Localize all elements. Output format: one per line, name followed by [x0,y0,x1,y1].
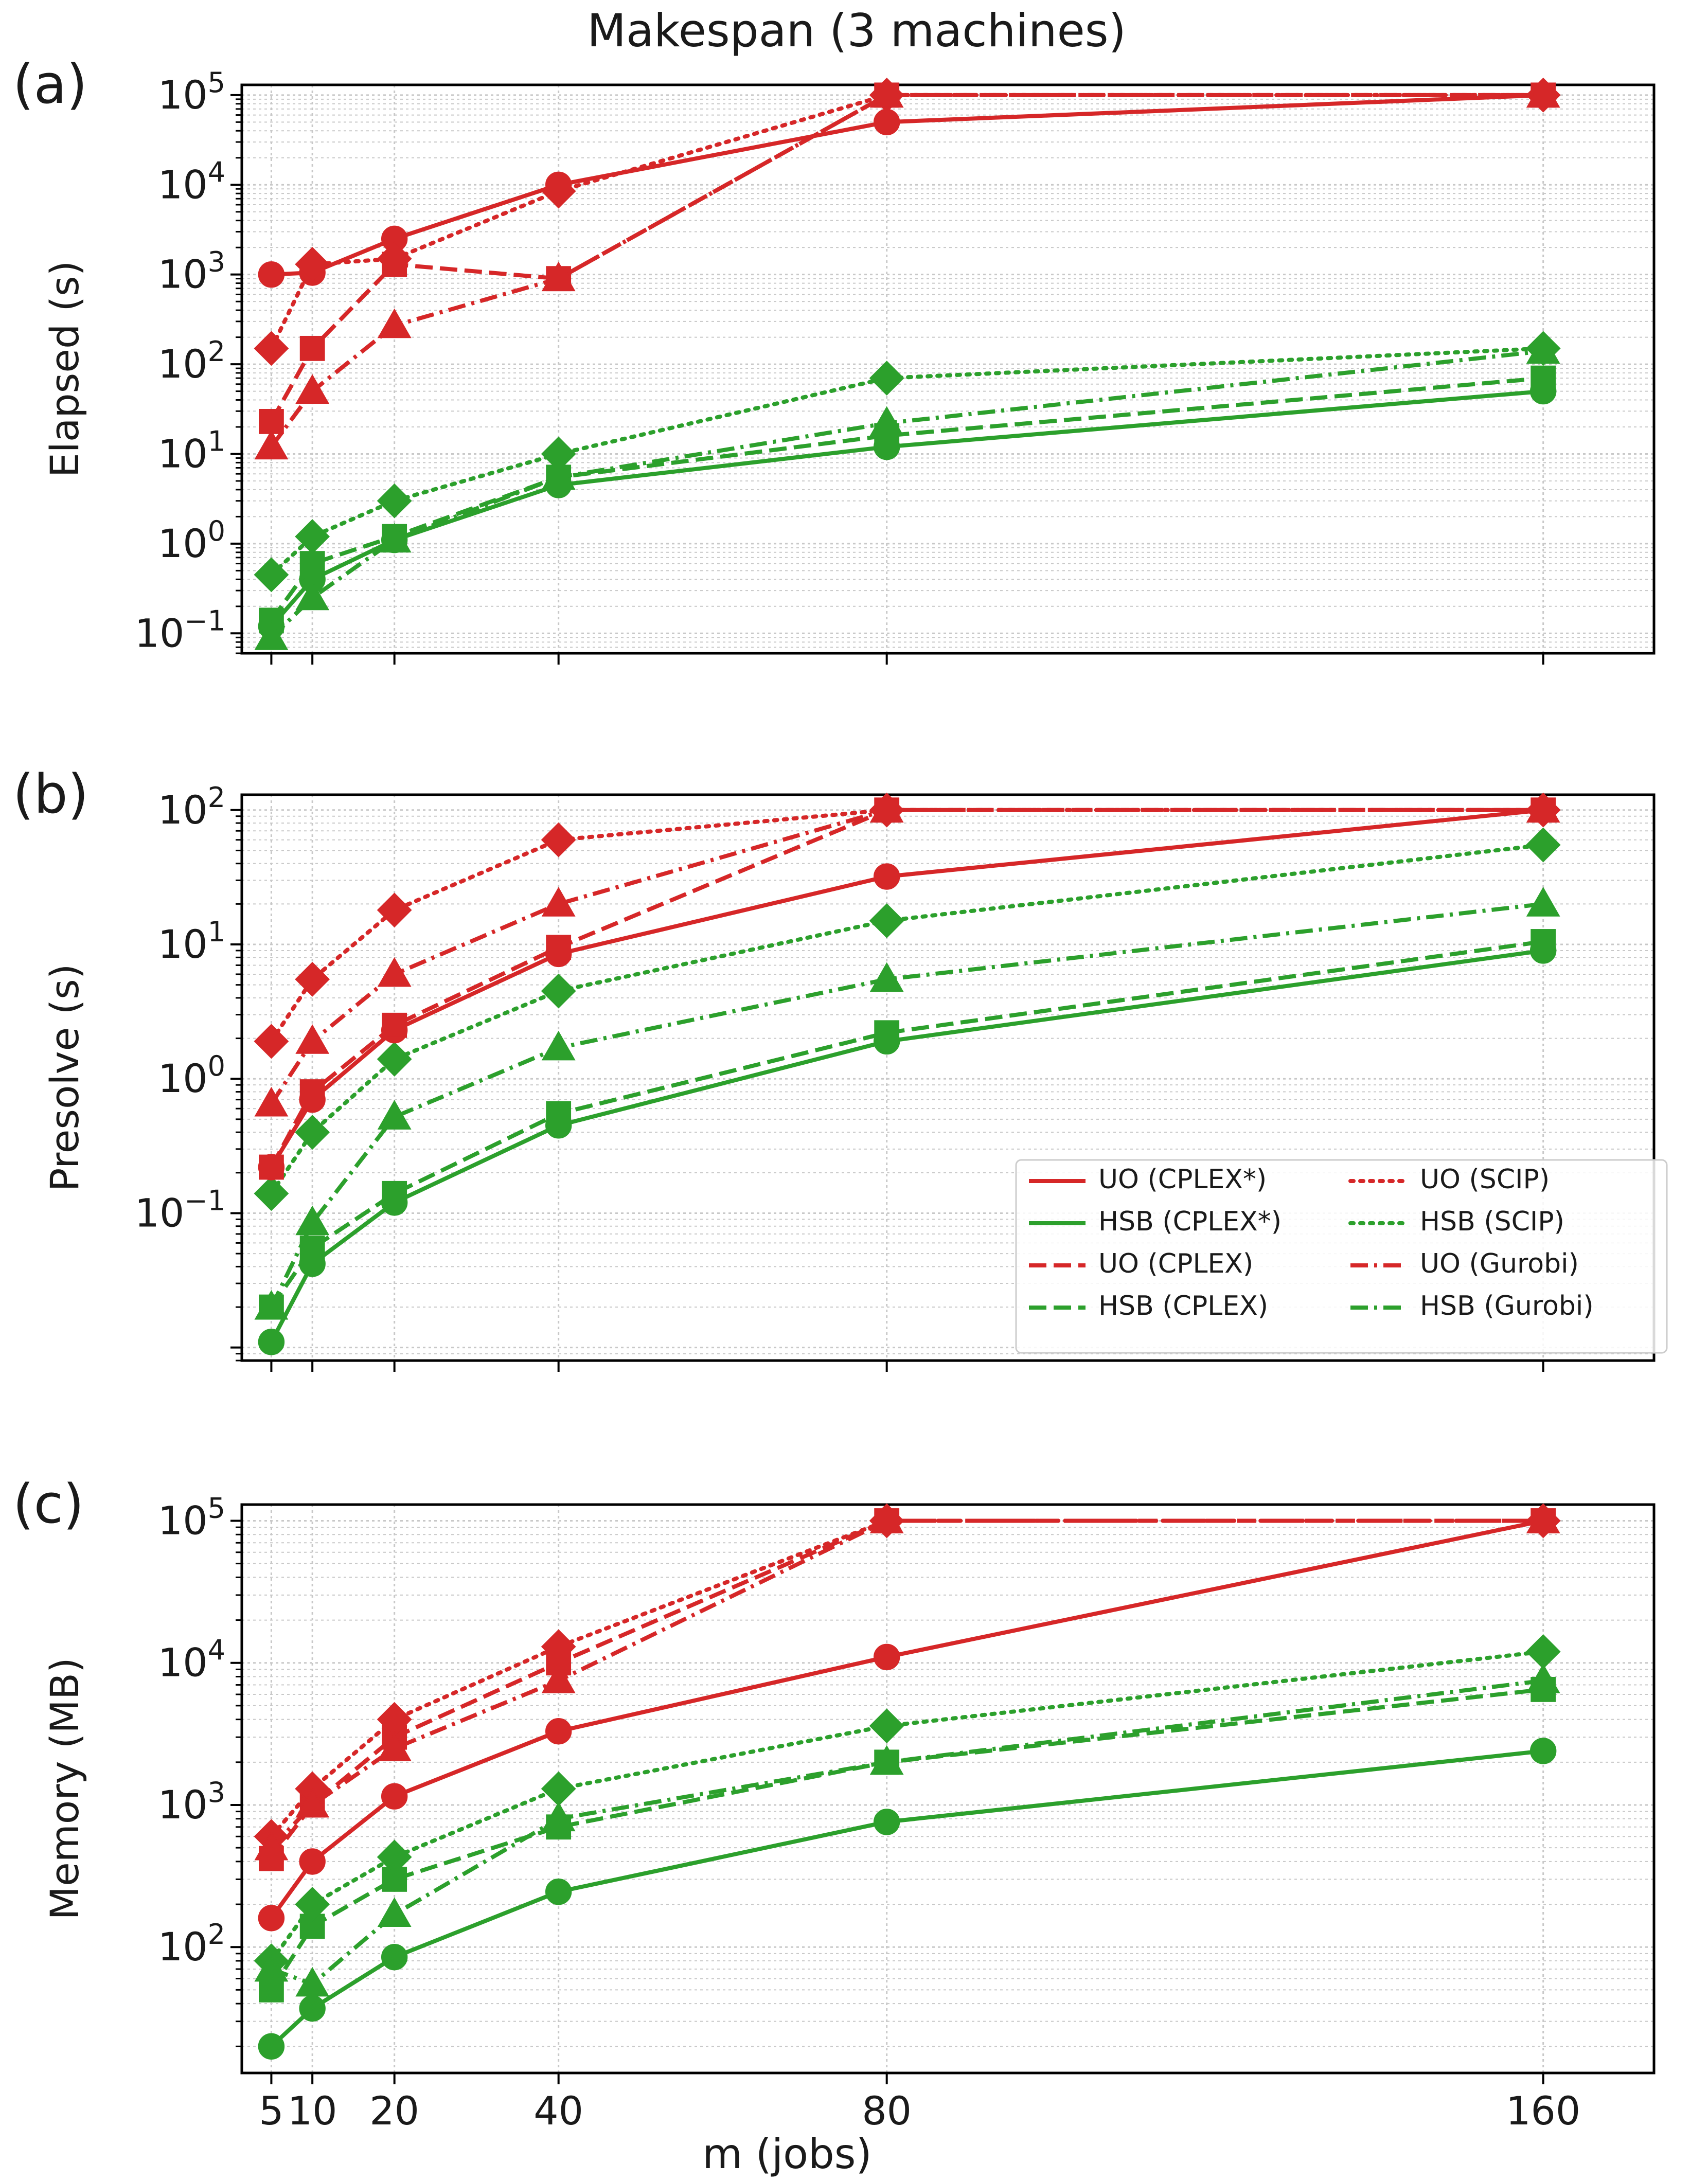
data-point [382,1784,407,1809]
data-point [259,262,284,287]
panel-label: (c) [13,1473,84,1535]
legend-label: HSB (Gurobi) [1420,1291,1594,1321]
data-point [300,1080,325,1104]
figure: Makespan (3 machines) m (jobs) 10−110010… [0,0,1708,2181]
legend-label: HSB (CPLEX) [1098,1291,1268,1321]
x-tick-label: 10 [288,2088,337,2134]
data-point [382,1944,407,1970]
data-point [1531,929,1555,954]
data-point [874,110,899,135]
legend-label: UO (CPLEX*) [1098,1164,1267,1195]
panel-label: (a) [13,53,87,116]
data-point [875,1021,899,1045]
data-point [259,1155,283,1179]
data-point [874,1644,899,1670]
x-tick-label: 80 [862,2088,912,2134]
chart-title: Makespan (3 machines) [587,4,1126,57]
figure-background [0,0,1708,2181]
legend-label: UO (CPLEX) [1098,1248,1253,1279]
data-point [546,1879,571,1904]
data-point [874,1809,899,1834]
legend-label: UO (SCIP) [1420,1164,1550,1195]
data-point [382,1013,406,1038]
data-point [1531,366,1555,390]
panel-label: (b) [13,763,88,826]
data-point [259,1329,284,1354]
legend: UO (CPLEX*) HSB (CPLEX*) UO (CPLEX) HSB (CP… [1016,1160,1667,1353]
x-tick-label: 160 [1506,2088,1580,2134]
legend-label: HSB (CPLEX*) [1098,1206,1282,1237]
legend-label: HSB (SCIP) [1420,1206,1564,1237]
x-tick-label: 40 [533,2088,583,2134]
data-point [300,551,325,576]
x-tick-label: 5 [259,2088,283,2134]
data-point [299,1849,325,1874]
x-tick-label: 20 [369,2088,419,2134]
y-axis-label: Elapsed (s) [42,261,87,478]
data-point [259,2034,284,2059]
data-point [1531,1738,1556,1763]
data-point [259,1905,284,1930]
data-point [300,336,325,361]
y-axis-label: Memory (MB) [42,1657,87,1920]
legend-label: UO (Gurobi) [1420,1248,1579,1279]
data-point [546,1719,571,1744]
data-point [546,1102,571,1126]
data-point [382,1182,406,1206]
data-point [299,1996,325,2021]
x-axis-label: m (jobs) [702,2130,871,2178]
data-point [546,935,571,959]
data-point [874,864,899,889]
y-axis-label: Presolve (s) [42,964,87,1192]
